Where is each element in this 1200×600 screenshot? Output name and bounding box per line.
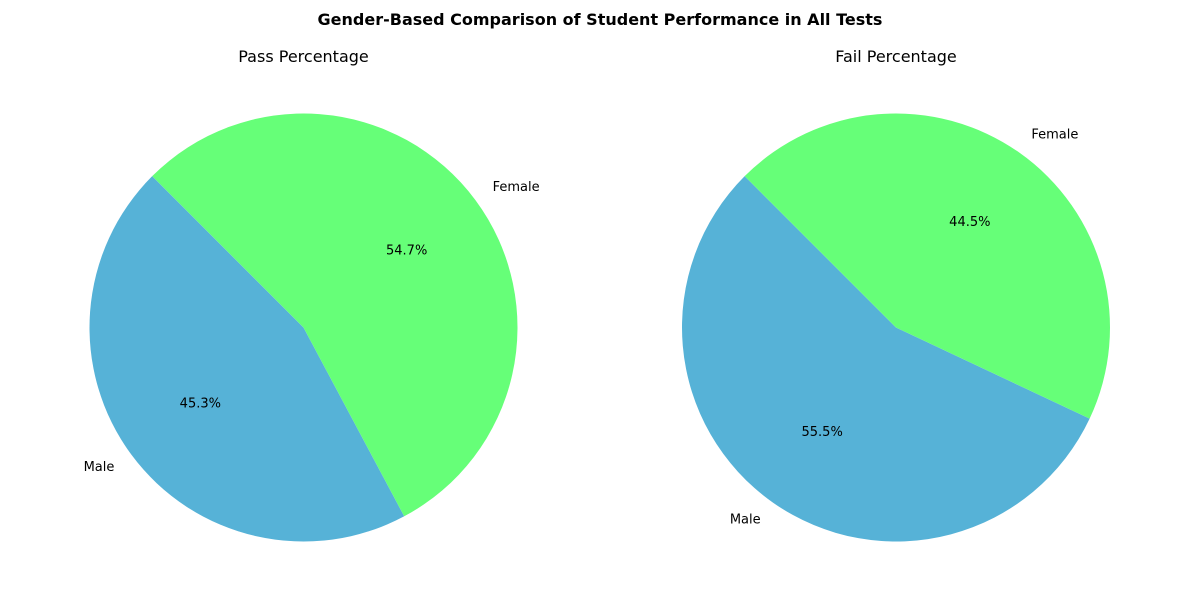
pie-slice-pass-female	[152, 113, 518, 517]
percent-label-fail-female: 44.5%	[949, 215, 990, 230]
pie-chart-fail: Fail Percentage Male 55.5% Female 44.5%	[681, 47, 1110, 542]
slice-label-pass-male: Male	[84, 460, 115, 475]
slice-label-fail-male: Male	[730, 513, 761, 528]
percent-label-fail-male: 55.5%	[802, 425, 843, 440]
pie-slices-fail	[681, 113, 1110, 542]
pie-labels-pass: Male 45.3% Female 54.7%	[84, 180, 540, 475]
slice-label-fail-female: Female	[1031, 127, 1078, 142]
pie-slice-pass-male	[89, 176, 405, 542]
pie-chart-pass: Pass Percentage Male 45.3% Female 54.7%	[84, 47, 540, 542]
pie-slice-fail-male	[681, 176, 1090, 542]
slice-label-pass-female: Female	[493, 180, 540, 195]
chart-title-pass: Pass Percentage	[238, 47, 369, 66]
figure-title: Gender-Based Comparison of Student Perfo…	[318, 10, 883, 29]
percent-label-pass-male: 45.3%	[180, 396, 221, 411]
percent-label-pass-female: 54.7%	[386, 244, 427, 259]
chart-title-fail: Fail Percentage	[835, 47, 957, 66]
pie-labels-fail: Male 55.5% Female 44.5%	[730, 127, 1079, 527]
pie-slices-pass	[89, 113, 518, 542]
pie-slice-fail-female	[744, 113, 1110, 419]
